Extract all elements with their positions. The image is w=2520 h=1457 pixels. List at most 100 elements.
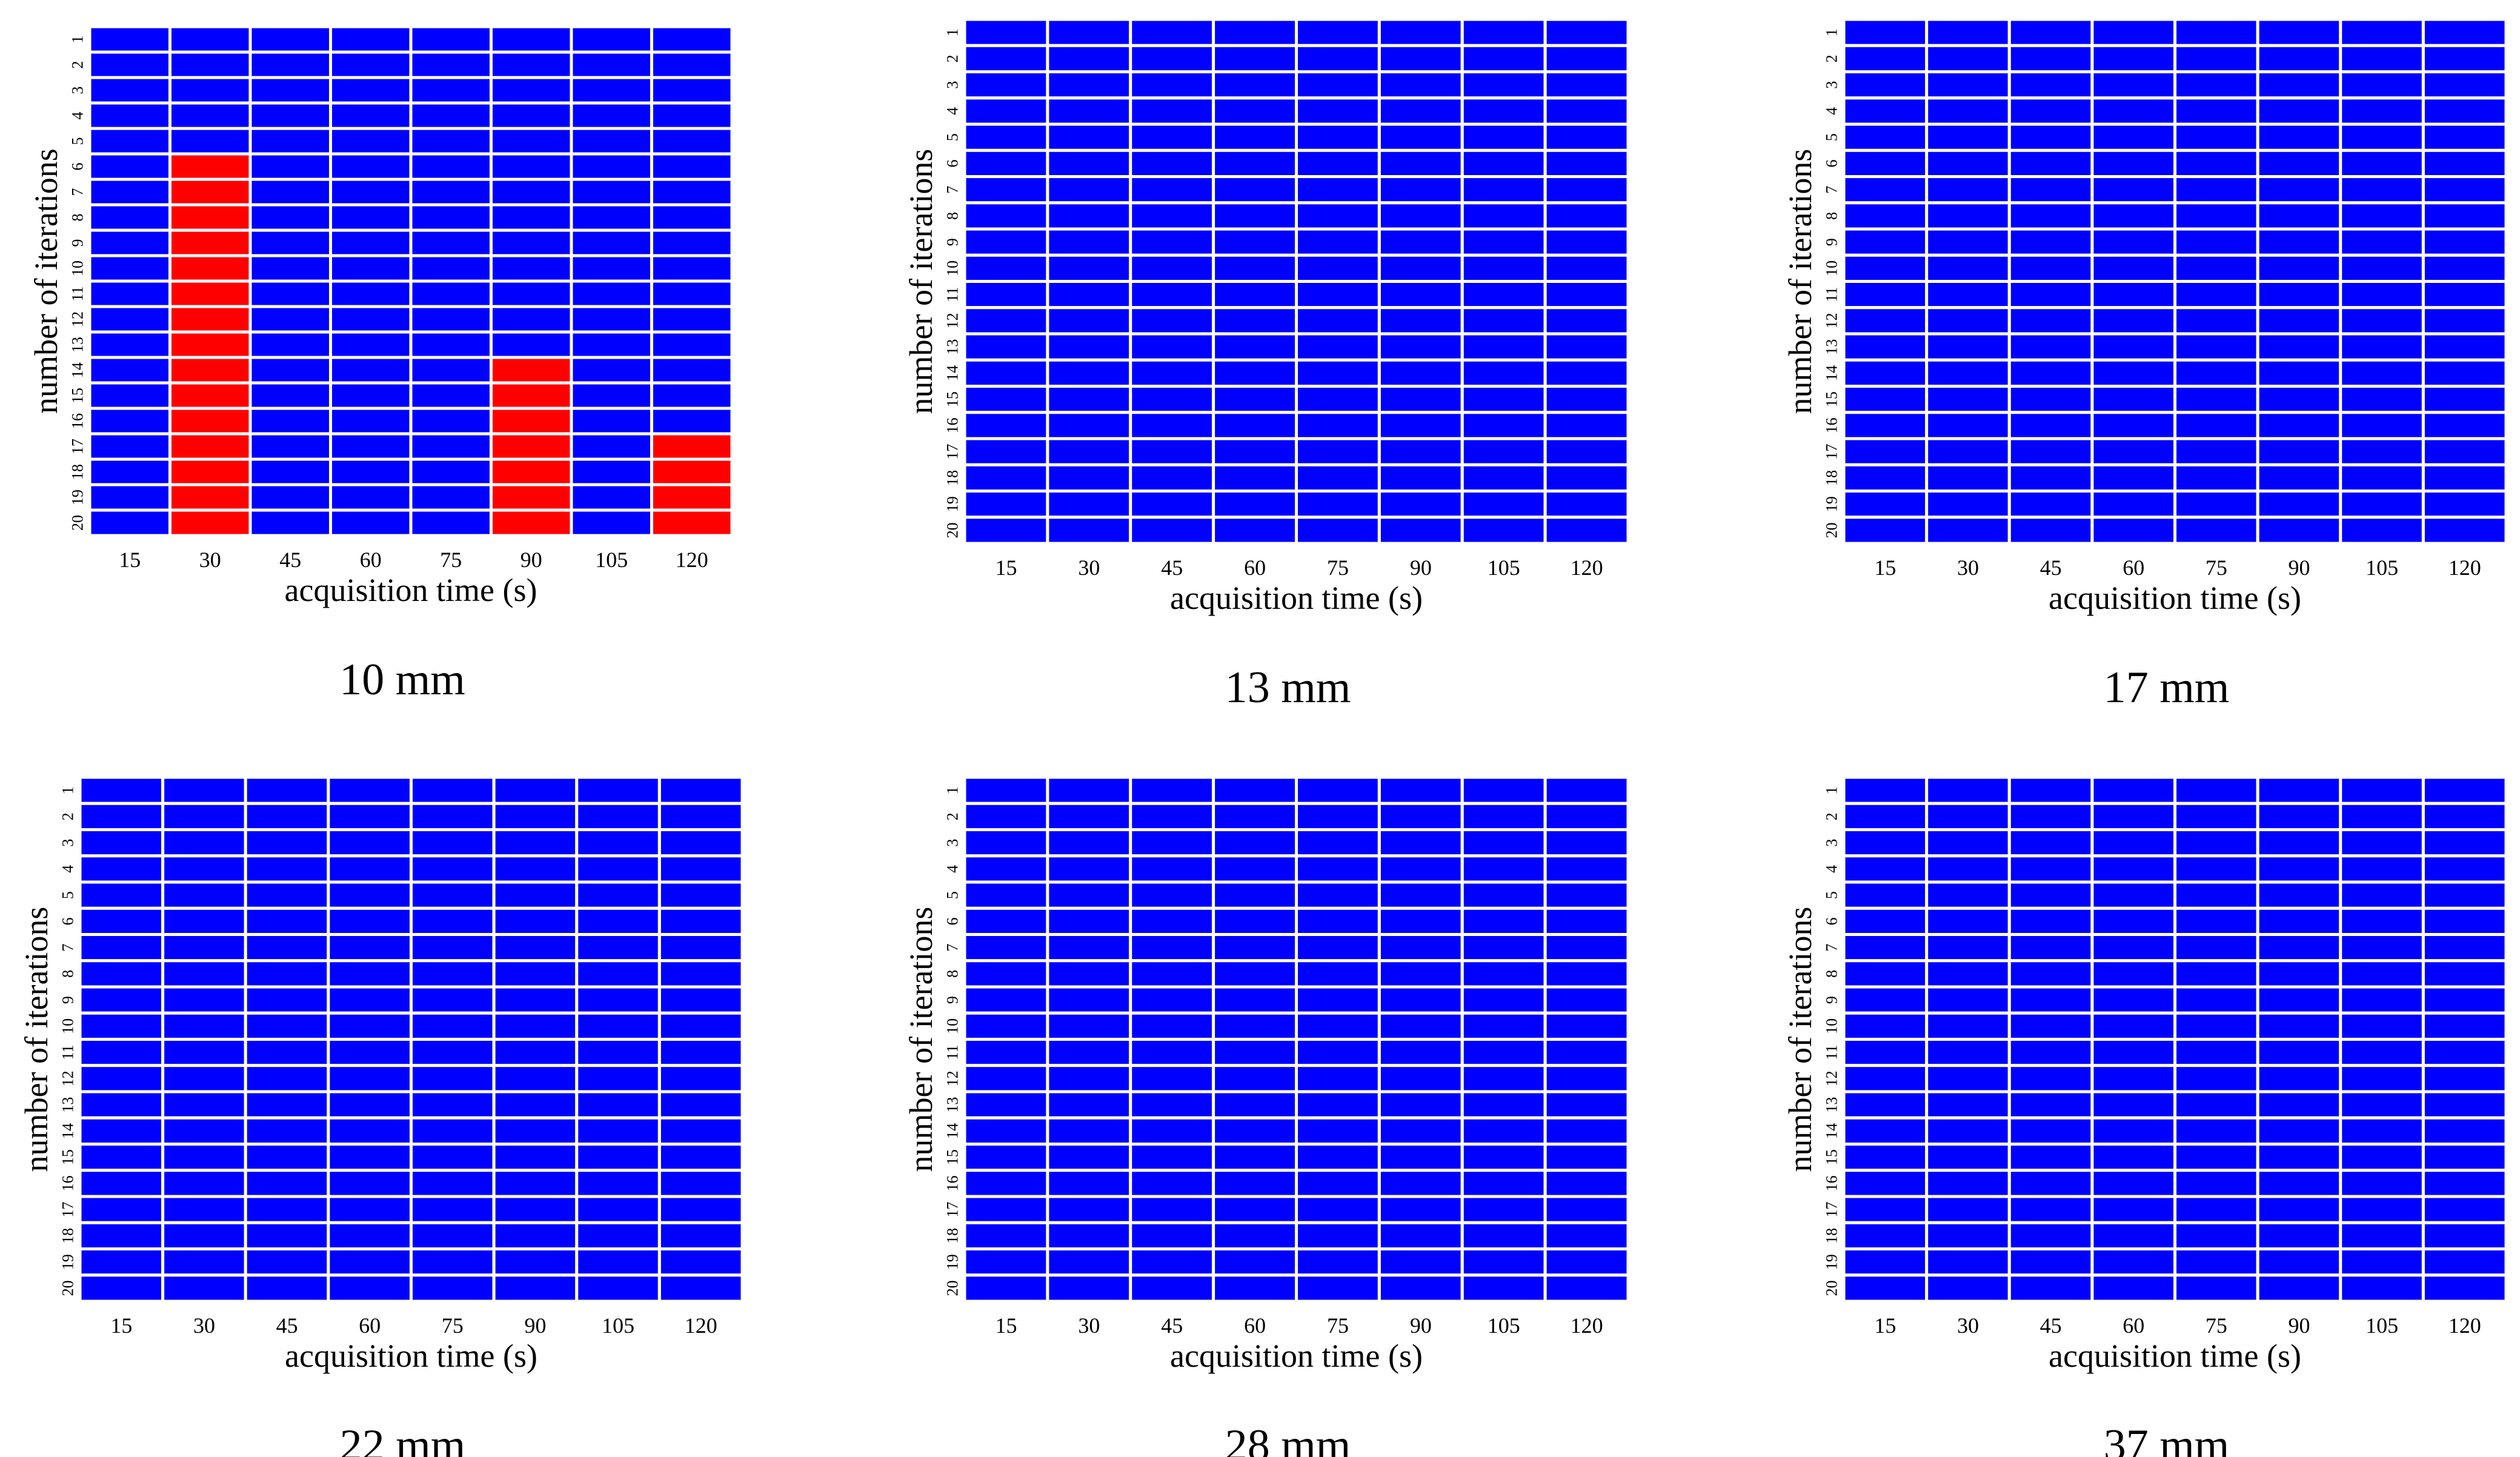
heatmap-cell	[2173, 385, 2259, 414]
heatmap-cell	[327, 906, 413, 936]
heatmap-cell	[492, 1247, 579, 1277]
heatmap-cell	[2421, 148, 2508, 178]
heatmap-cell	[963, 933, 1049, 963]
heatmap-cell	[492, 1169, 579, 1198]
heatmap-cell	[490, 178, 573, 207]
heatmap-cell	[1543, 96, 1630, 126]
heatmap-cell	[2090, 1273, 2176, 1303]
y-tick-label: 17	[944, 444, 962, 460]
heatmap-cell	[2007, 880, 2094, 910]
heatmap-cell	[409, 381, 493, 410]
heatmap-cell	[1543, 933, 1630, 963]
heatmap-cell	[1842, 1195, 1929, 1224]
heatmap-cell	[2256, 463, 2342, 493]
heatmap-cell	[1212, 437, 1298, 466]
heatmap-cell	[1129, 1143, 1215, 1172]
heatmap-cell	[1046, 854, 1132, 884]
y-tick-label: 6	[1823, 917, 1841, 925]
heatmap-cell	[1212, 175, 1298, 205]
heatmap-cell	[2173, 828, 2259, 858]
heatmap-cell	[409, 508, 493, 537]
heatmap-cell	[963, 253, 1049, 283]
heatmap-cell	[2421, 201, 2508, 231]
heatmap-cell	[1460, 306, 1547, 336]
heatmap-cell	[409, 356, 493, 385]
heatmap-cell	[2339, 1011, 2425, 1041]
heatmap-cell	[2339, 1090, 2425, 1120]
heatmap-cell	[2339, 959, 2425, 989]
heatmap-cell	[244, 1038, 330, 1067]
heatmap-cell	[248, 432, 332, 461]
heatmap-cell	[168, 483, 252, 512]
heatmap-cell	[161, 1143, 247, 1172]
heatmap-cell	[1460, 490, 1547, 519]
heatmap-cell	[1377, 1247, 1464, 1277]
heatmap-cell	[1543, 306, 1630, 336]
heatmap-cell	[2090, 411, 2176, 440]
heatmap-cell	[963, 1064, 1049, 1094]
heatmap-cell	[1129, 148, 1215, 178]
heatmap-cell	[1129, 70, 1215, 100]
heatmap-cell	[650, 178, 734, 207]
heatmap-cell	[1543, 490, 1630, 519]
heatmap-cell	[2421, 959, 2508, 989]
heatmap-cell	[88, 305, 171, 334]
heatmap-cell	[410, 1038, 496, 1067]
heatmap-cell	[1842, 201, 1929, 231]
heatmap-cell	[1377, 854, 1464, 884]
heatmap-cell	[1295, 148, 1381, 178]
heatmap-cell	[1295, 201, 1381, 231]
heatmap-cell	[2173, 490, 2259, 519]
heatmap-cell	[1129, 490, 1215, 519]
heatmap-cell	[1046, 880, 1132, 910]
y-tick-label: 15	[944, 391, 962, 407]
heatmap-cell	[1925, 1038, 2011, 1067]
heatmap-cell	[963, 1273, 1049, 1303]
heatmap-cell	[570, 457, 653, 486]
heatmap-cell	[410, 828, 496, 858]
y-tick-label: 7	[944, 186, 962, 194]
heatmap-cell	[410, 1221, 496, 1250]
heatmap-cell	[1460, 253, 1547, 283]
heatmap-cell	[2256, 18, 2342, 47]
heatmap-cell	[2090, 1011, 2176, 1041]
x-tick-label: 60	[1244, 1313, 1266, 1338]
heatmap-cell	[168, 178, 252, 207]
heatmap-cell	[2256, 1221, 2342, 1250]
heatmap-cell	[161, 1038, 247, 1067]
heatmap-cell	[2090, 490, 2176, 519]
heatmap-cell	[1129, 802, 1215, 831]
heatmap-cell	[244, 775, 330, 805]
heatmap-cell	[168, 203, 252, 232]
heatmap-cell	[2090, 516, 2176, 545]
y-tick-label: 15	[944, 1149, 962, 1165]
heatmap-cell	[2007, 906, 2094, 936]
heatmap-cell	[1295, 253, 1381, 283]
y-tick-label: 13	[59, 1097, 77, 1113]
heatmap-cell	[657, 828, 744, 858]
heatmap-cell	[2090, 1116, 2176, 1146]
heatmap-cell	[1842, 516, 1929, 545]
heatmap-cell	[1925, 463, 2011, 493]
heatmap-cell	[161, 1011, 247, 1041]
x-tick-label: 105	[2365, 1313, 2398, 1338]
heatmap-cell	[1377, 44, 1464, 73]
heatmap-cell	[2173, 1038, 2259, 1067]
heatmap-cell	[2090, 880, 2176, 910]
heatmap-cell	[2421, 227, 2508, 257]
heatmap-cell	[1295, 358, 1381, 388]
y-tick-label: 7	[1823, 186, 1841, 194]
heatmap-cell	[78, 1064, 165, 1094]
heatmap-cell	[1295, 828, 1381, 858]
heatmap-cell	[2339, 1064, 2425, 1094]
heatmap-cell	[327, 1090, 413, 1120]
heatmap-cell	[1295, 280, 1381, 310]
heatmap-cell	[78, 959, 165, 989]
heatmap-cell	[2339, 1169, 2425, 1198]
heatmap-cell	[1129, 1038, 1215, 1067]
y-tick-label: 11	[69, 286, 87, 301]
heatmap-cell	[1925, 1247, 2011, 1277]
heatmap-cell	[2007, 1273, 2094, 1303]
heatmap-cell	[88, 457, 171, 486]
